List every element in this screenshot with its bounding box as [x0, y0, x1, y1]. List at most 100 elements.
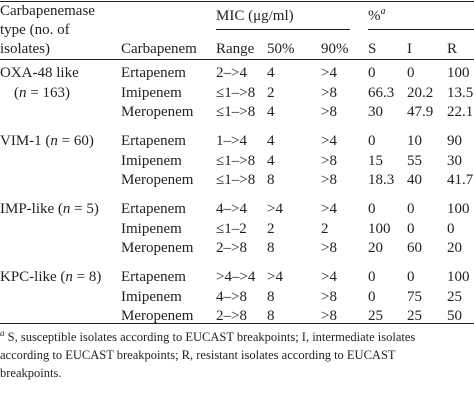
footnote: a S, susceptible isolates according to E… [0, 328, 474, 382]
cell-s: 0 [368, 133, 376, 149]
cell-p90: >8 [321, 288, 337, 305]
cell-r: 41.7 [447, 172, 474, 188]
cell-r: 100 [447, 65, 470, 81]
group-label: KPC-like (n = 8) [0, 268, 101, 287]
pct-group-rule [368, 29, 474, 30]
cell-r: 20 [447, 240, 462, 256]
footnote-marker: a [0, 327, 5, 338]
cell-range: 4–>8 [216, 288, 247, 305]
header-type-line3: isolates) [0, 41, 50, 57]
cell-p90: >8 [321, 308, 337, 324]
header-type-line2: type (no. of [0, 22, 70, 38]
cell-s: 0 [368, 288, 376, 305]
cell-p50: 2 [267, 84, 275, 101]
cell-i: 25 [407, 308, 422, 324]
group-label-suffix: = 60) [57, 133, 94, 149]
cell-r: 13.5 [447, 84, 474, 101]
header-p50: 50% [267, 41, 295, 57]
group-label-n: n [50, 133, 58, 149]
group-label-suffix: = 5) [70, 201, 99, 217]
cell-carbapenem: Imipenem [121, 288, 182, 305]
cell-s: 30 [368, 104, 383, 120]
header-p90: 90% [321, 41, 349, 57]
cell-p90: >8 [321, 152, 337, 169]
group-label-line2: (n = 163) [14, 84, 70, 103]
cell-s: 0 [368, 201, 376, 217]
cell-carbapenem: Meropenem [121, 104, 194, 120]
footnote-line1: a S, susceptible isolates according to E… [0, 328, 474, 346]
cell-p90: >8 [321, 104, 337, 120]
bottom-rule [0, 323, 474, 324]
mic-group-rule [216, 29, 350, 30]
cell-s: 0 [368, 65, 376, 81]
cell-i: 0 [407, 65, 415, 81]
header-i: I [407, 41, 412, 57]
group-label-suffix: = 163) [26, 84, 70, 101]
cell-i: 55 [407, 152, 422, 169]
cell-range: 4–>4 [216, 201, 247, 217]
cell-p90: 2 [321, 220, 329, 237]
cell-r: 100 [447, 269, 470, 285]
cell-p50: 8 [267, 172, 275, 188]
cell-i: 75 [407, 288, 422, 305]
cell-range: 2–>8 [216, 240, 247, 256]
cell-r: 90 [447, 133, 462, 149]
cell-r: 100 [447, 201, 470, 217]
cell-p50: 4 [267, 133, 275, 149]
header-mic-group: MIC (μg/ml) [216, 8, 294, 24]
cell-p50: 4 [267, 152, 275, 169]
cell-p90: >8 [321, 84, 337, 101]
group-label-line1: OXA-48 like [0, 65, 79, 81]
cell-p50: 8 [267, 240, 275, 256]
header-pct-symbol: % [368, 8, 381, 24]
group-label: IMP-like (n = 5) [0, 200, 99, 219]
cell-range: 1–>4 [216, 133, 247, 149]
cell-s: 100 [368, 220, 391, 237]
cell-p90: >4 [321, 201, 337, 217]
cell-p50: 4 [267, 104, 275, 120]
group-label-prefix: KPC-like ( [0, 269, 66, 285]
cell-carbapenem: Ertapenem [121, 133, 186, 149]
cell-carbapenem: Imipenem [121, 220, 182, 237]
cell-p90: >4 [321, 65, 337, 81]
group-label-n: n [62, 201, 71, 217]
group-label-n: n [19, 84, 27, 101]
cell-p50: 4 [267, 65, 275, 81]
cell-range: 2–>4 [216, 65, 247, 81]
cell-i: 10 [407, 133, 422, 149]
cell-carbapenem: Meropenem [121, 240, 194, 256]
cell-s: 0 [368, 269, 376, 285]
cell-i: 40 [407, 172, 422, 188]
cell-range: 2–>8 [216, 308, 247, 324]
cell-i: 60 [407, 240, 422, 256]
group-label: VIM-1 (n = 60) [0, 132, 94, 151]
cell-i: 0 [407, 201, 415, 217]
footnote-line2: according to EUCAST breakpoints; R, resi… [0, 348, 396, 362]
cell-p50: 2 [267, 220, 275, 237]
cell-s: 20 [368, 240, 383, 256]
cell-r: 25 [447, 288, 462, 305]
cell-range: ≤1–>8 [216, 104, 256, 120]
cell-r: 30 [447, 152, 462, 169]
group-label-n: n [65, 269, 73, 285]
cell-carbapenem: Meropenem [121, 172, 194, 188]
cell-i: 20.2 [407, 84, 434, 101]
cell-range: ≤1–>8 [216, 152, 256, 169]
cell-s: 25 [368, 308, 383, 324]
group-label-prefix: VIM-1 ( [0, 133, 51, 149]
header-carbapenem: Carbapenem [121, 41, 197, 57]
group-label-suffix: = 8) [72, 269, 102, 285]
cell-range: >4–>4 [216, 269, 256, 285]
cell-carbapenem: Imipenem [121, 152, 182, 169]
cell-i: 47.9 [407, 104, 434, 120]
cell-p90: >4 [321, 133, 337, 149]
cell-range: ≤1–>8 [216, 172, 256, 188]
cell-r: 0 [447, 220, 455, 237]
cell-range: ≤1–>8 [216, 84, 256, 101]
top-rule [0, 1, 474, 2]
header-s: S [368, 41, 377, 57]
cell-p90: >8 [321, 172, 337, 188]
cell-s: 66.3 [368, 84, 395, 101]
cell-r: 22.1 [447, 104, 474, 120]
header-type-line1: Carbapenemase [0, 3, 95, 19]
